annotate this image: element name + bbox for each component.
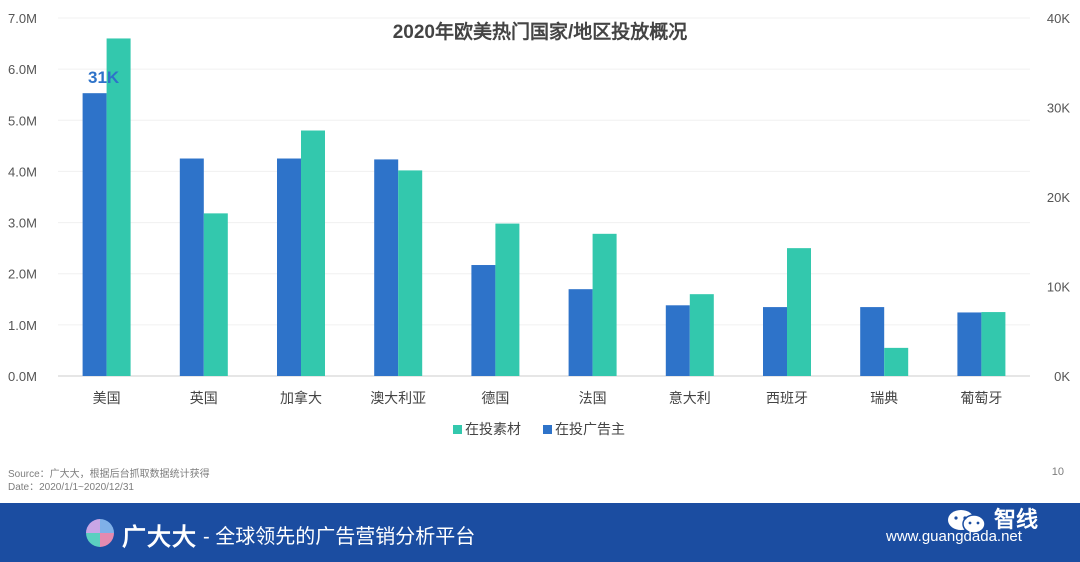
- y-left-tick-label: 5.0M: [8, 113, 37, 128]
- y-left-tick-label: 7.0M: [8, 11, 37, 26]
- y-right-tick-label: 40K: [1047, 11, 1070, 26]
- bar-advertisers: [374, 159, 399, 376]
- x-tick-label: 德国: [481, 390, 509, 406]
- y-right-tick-label: 0K: [1054, 369, 1070, 384]
- x-tick-label: 西班牙: [766, 390, 808, 406]
- legend: 在投素材 在投广告主: [453, 421, 625, 437]
- y-right-tick-label: 20K: [1047, 190, 1070, 205]
- bar-creatives: [592, 233, 617, 376]
- bar-advertisers: [957, 312, 982, 376]
- y-left-tick-label: 3.0M: [8, 216, 37, 231]
- chart-card: 2020年欧美热门国家/地区投放概况 0.0M 1.0M 2.0M 3.0M 4.0M 5…: [8, 11, 1071, 437]
- bar-creatives: [981, 312, 1006, 376]
- brand-slogan: - 全球领先的广告营销分析平台: [203, 526, 476, 548]
- page-number: 10: [1051, 466, 1064, 478]
- wechat-icon: [948, 510, 986, 534]
- bar-creatives: [495, 223, 520, 376]
- bar-creatives: [301, 130, 325, 376]
- bar-creatives: [398, 170, 423, 376]
- wechat-account-name: 智线: [994, 507, 1039, 532]
- bar-advertisers: [860, 307, 885, 376]
- legend-label-advertisers: 在投广告主: [555, 421, 625, 437]
- x-tick-label: 英国: [190, 390, 218, 406]
- site-url: www.guangdada.net: [886, 528, 1022, 545]
- x-tick-label: 加拿大: [280, 390, 322, 406]
- y-left-tick-label: 2.0M: [8, 267, 37, 282]
- bar-creatives: [787, 248, 811, 376]
- x-tick-label: 意大利: [669, 390, 711, 406]
- bar-advertisers: [763, 307, 787, 376]
- chart-title: 2020年欧美热门国家/地区投放概况: [393, 20, 688, 43]
- bar-advertisers: [179, 158, 204, 376]
- legend-swatch-creatives: [453, 425, 462, 434]
- source-note: Source：广大大，根据后台抓取数据统计获得: [8, 469, 210, 480]
- y-left-tick-label: 6.0M: [8, 62, 37, 77]
- bar-creatives: [884, 347, 909, 376]
- y-right-tick-label: 10K: [1047, 280, 1070, 295]
- y-left-tick-label: 4.0M: [8, 164, 37, 179]
- bar-creatives: [106, 38, 131, 376]
- bar-creatives: [203, 213, 228, 376]
- bar-annotation: 31K: [88, 68, 120, 87]
- brand-logo-icon: [86, 519, 114, 547]
- date-note: Date：2020/1/1~2020/12/31: [8, 482, 134, 493]
- bar-advertisers: [82, 93, 107, 377]
- x-tick-label: 瑞典: [870, 390, 898, 406]
- y-axis-left: 0.0M 1.0M 2.0M 3.0M 4.0M 5.0M 6.0M 7.0M: [8, 11, 37, 384]
- legend-swatch-advertisers: [543, 425, 552, 434]
- x-axis: 美国 英国 加拿大 澳大利亚 德国 法国 意大利 西班牙 瑞典 葡萄牙: [93, 390, 1003, 406]
- legend-label-creatives: 在投素材: [465, 421, 521, 437]
- brand-name: 广大大: [122, 524, 197, 551]
- y-left-tick-label: 0.0M: [8, 369, 37, 384]
- y-left-tick-label: 1.0M: [8, 318, 37, 333]
- bar-advertisers: [471, 265, 496, 376]
- bars: [82, 38, 1006, 377]
- x-tick-label: 美国: [93, 390, 121, 406]
- bar-advertisers: [277, 158, 301, 376]
- y-axis-right: 0K 10K 20K 30K 40K: [1047, 11, 1070, 384]
- bottom-banner: 广大大 - 全球领先的广告营销分析平台 智线 www.guangdada.net: [0, 503, 1080, 562]
- x-tick-label: 澳大利亚: [370, 390, 426, 406]
- x-tick-label: 法国: [579, 390, 607, 406]
- bar-creatives: [689, 294, 714, 376]
- bar-advertisers: [665, 305, 690, 376]
- y-right-tick-label: 30K: [1047, 101, 1070, 116]
- bar-advertisers: [568, 289, 593, 376]
- chart-svg: 2020年欧美热门国家/地区投放概况 0.0M 1.0M 2.0M 3.0M 4.0M 5…: [8, 11, 1070, 437]
- x-tick-label: 葡萄牙: [960, 390, 1002, 406]
